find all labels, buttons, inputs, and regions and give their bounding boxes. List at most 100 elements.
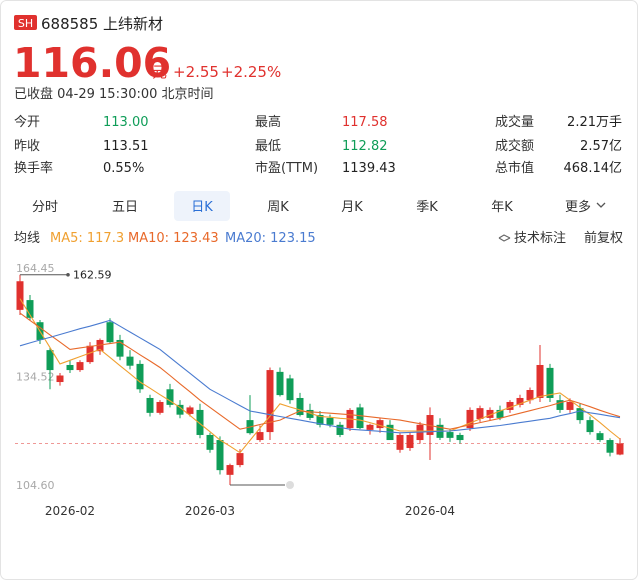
x-tick-label: 2026-03 [185,504,235,518]
stat-label: 总市值 [495,160,534,176]
candle-body [506,401,514,410]
stat-value: 2.57亿 [580,139,622,154]
candle-body [116,339,124,357]
legend-entry: MA5: 117.3 [50,231,124,246]
stat-label: 今开 [14,114,40,130]
candle-body [316,415,324,425]
candle-body [616,443,624,455]
candle-body [586,420,594,433]
candle-body [396,434,404,450]
candle-body [516,397,524,405]
tab[interactable]: 周K [267,200,289,215]
candle-body [546,367,554,398]
tab-selected-bg [174,191,230,221]
stat-value: 0.55% [103,161,144,176]
tab[interactable]: 年K [491,200,513,215]
legend-entry: MA10: 123.43 [128,231,219,246]
candle-body [576,408,584,421]
candle-body [166,389,174,405]
stat-value: 2.21万手 [567,115,622,130]
ma-line [19,312,621,430]
badge: SH [18,17,33,30]
candle-body [266,370,274,433]
plot: 104.60 134.52 164.45 2026-02 2026-03 2026-04 1… [15,262,625,518]
tool-icon [498,234,511,242]
candle-body [296,397,304,416]
candle-body [186,407,194,414]
candle-body [536,364,544,398]
ma-line [19,298,621,454]
stat-value: 113.00 [103,115,149,130]
candle-body [336,424,344,435]
candle-body [526,390,534,401]
stat-value: 113.51 [103,139,149,154]
stat-label: 市盈(TTM) [255,160,318,176]
candle-body [306,409,314,418]
candle-body [136,363,144,390]
stat-label: 最低 [255,139,281,154]
y-tick-label: 104.60 [16,479,55,492]
candle-body [596,433,604,441]
candle-body [446,432,454,438]
candle-body [366,424,374,430]
candle-body [286,378,294,401]
stat-label: 换手率 [14,160,53,176]
candle-body [46,350,54,371]
change-pct: +2.25% [221,63,281,81]
candle-body [86,345,94,363]
candle-body [256,432,264,441]
candle-body [276,371,284,396]
candle-body [496,409,504,418]
candle-body [226,465,234,475]
badge-bg [14,15,37,30]
tab[interactable]: 季K [416,200,438,215]
tab[interactable]: 日K [191,200,213,215]
tab[interactable]: 更多 [565,199,591,215]
candle-body [466,409,474,429]
tool[interactable]: 技术标注 [514,231,566,246]
candle-body [76,362,84,371]
candle-body [26,300,34,318]
stock-name: 688585 上纬新材 [41,15,163,33]
candle-body [106,322,114,343]
candle-body [486,409,494,418]
candle-body [476,408,484,420]
candle-body [96,339,104,352]
stat-label: 成交量 [495,114,534,130]
candle-body [156,401,164,413]
x-tick-label: 2026-02 [45,504,95,518]
min-dot [286,481,294,489]
stat-value: 117.58 [342,115,388,130]
candle-body [56,375,64,383]
candle-body [326,417,334,425]
tool[interactable]: 前复权 [584,230,623,246]
candle-body [146,397,154,413]
ma-line [19,319,621,434]
candle-body [556,400,564,410]
stat-value: 468.14亿 [564,161,623,176]
tabs: 分时 五日 日K 周K 月K 季K 年K 更多 [32,191,591,221]
candle-body [606,440,614,453]
candle-body [126,356,134,366]
stat-label: 昨收 [14,139,40,154]
change: +2.55 [173,63,219,81]
status: 已收盘 04-29 15:30:00 北京时间 [14,86,214,102]
stat-label: 成交额 [495,138,534,154]
max-dot [66,272,70,277]
legend: MA5: 117.3 MA10: 123.43 MA20: 123.15 [50,231,316,246]
more-chevron [596,202,606,208]
candle-body [216,440,224,471]
candle-body [206,434,214,450]
legend-entry: MA20: 123.15 [225,231,316,246]
stat-value: 1139.43 [342,161,396,176]
candle-body [16,281,24,310]
max-label: 162.59 [73,269,112,282]
tab[interactable]: 五日 [112,200,138,215]
price-unit: 元 [152,63,167,81]
candle-body [376,420,384,429]
tab[interactable]: 分时 [32,200,58,215]
candle-body [356,407,364,429]
tab[interactable]: 月K [341,200,363,215]
